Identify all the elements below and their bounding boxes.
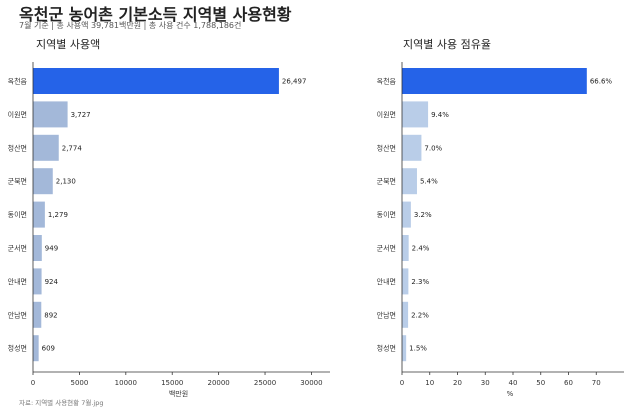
left-category-label: 안내면 [8, 277, 27, 286]
left-category-label: 안남면 [8, 310, 27, 319]
right-value-label: 2.2% [411, 311, 429, 319]
right-bar-1 [402, 68, 587, 94]
right-category-label: 안남면 [377, 310, 396, 319]
left-bar-5 [33, 201, 45, 228]
left-bar-7 [33, 268, 42, 295]
right-bar-7 [402, 268, 409, 295]
left-x-axis-title: 백만원 [169, 389, 188, 398]
left-category-label: 청산면 [8, 143, 27, 152]
right-value-label: 66.6% [590, 78, 613, 86]
right-category-label: 군북면 [377, 177, 396, 186]
left-value-label: 2,130 [56, 178, 76, 186]
left-bar-4 [33, 168, 53, 195]
right-x-tick-label: 0 [400, 379, 404, 387]
left-bar-2 [33, 101, 68, 128]
left-value-label: 892 [44, 311, 57, 319]
left-chart-title: 지역별 사용액 [36, 38, 101, 51]
left-x-tick-label: 30000 [300, 379, 322, 387]
left-value-label: 609 [42, 345, 55, 353]
left-bar-6 [33, 235, 42, 261]
left-bar-1 [33, 68, 279, 94]
left-value-label: 1,279 [48, 211, 68, 219]
right-value-label: 7.0% [424, 144, 442, 152]
right-x-tick-label: 70 [592, 379, 601, 387]
right-x-tick-label: 40 [509, 379, 518, 387]
left-x-tick-label: 20000 [207, 379, 229, 387]
left-value-label: 924 [45, 278, 59, 286]
right-value-label: 5.4% [420, 178, 438, 186]
source-note: 자료: 지역별 사용현황 7월.jpg [19, 399, 104, 407]
left-x-tick-label: 25000 [254, 379, 276, 387]
right-value-label: 1.5% [409, 345, 427, 353]
right-x-tick-label: 30 [481, 379, 490, 387]
left-bar-8 [33, 301, 42, 328]
right-category-label: 옥천읍 [377, 77, 397, 86]
left-value-label: 3,727 [71, 111, 91, 119]
right-chart-title: 지역별 사용 점유율 [403, 38, 491, 51]
left-x-tick-label: 15000 [161, 379, 183, 387]
left-category-label: 동이면 [8, 210, 27, 219]
left-category-label: 이원면 [8, 110, 27, 119]
left-bar-9 [33, 335, 39, 362]
right-bar-3 [402, 134, 422, 161]
left-category-label: 옥천읍 [8, 77, 28, 86]
right-bar-2 [402, 101, 429, 128]
left-value-label: 26,497 [282, 78, 307, 86]
right-value-label: 9.4% [431, 111, 449, 119]
left-x-tick-label: 5000 [70, 379, 88, 387]
right-bar-9 [402, 335, 407, 362]
right-bar-6 [402, 235, 409, 261]
left-category-label: 군북면 [8, 177, 27, 186]
right-bar-4 [402, 168, 417, 195]
right-category-label: 청성면 [377, 344, 396, 353]
right-bar-8 [402, 301, 409, 328]
left-x-tick-label: 10000 [115, 379, 137, 387]
right-category-label: 안내면 [377, 277, 396, 286]
right-value-label: 2.4% [412, 245, 430, 253]
right-x-tick-label: 50 [536, 379, 545, 387]
right-x-axis-title: % [507, 390, 514, 398]
right-x-tick-label: 20 [453, 379, 462, 387]
right-category-label: 청산면 [377, 143, 396, 152]
left-bar-3 [33, 134, 59, 161]
left-value-label: 949 [45, 245, 58, 253]
right-value-label: 3.2% [414, 211, 432, 219]
right-bar-5 [402, 201, 411, 228]
right-category-label: 군서면 [377, 244, 396, 253]
left-category-label: 청성면 [8, 344, 27, 353]
right-x-tick-label: 60 [564, 379, 573, 387]
page-subtitle: 7월 기준 | 총 사용액 39,781백만원 | 총 사용 건수 1,788,… [19, 21, 242, 30]
right-x-tick-label: 10 [425, 379, 434, 387]
left-category-label: 군서면 [8, 244, 27, 253]
right-category-label: 동이면 [377, 210, 396, 219]
right-value-label: 2.3% [411, 278, 429, 286]
page-title: 옥천군 농어촌 기본소득 지역별 사용현황 [19, 5, 292, 24]
left-value-label: 2,774 [62, 144, 83, 152]
left-x-tick-label: 0 [31, 379, 35, 387]
right-category-label: 이원면 [377, 110, 396, 119]
